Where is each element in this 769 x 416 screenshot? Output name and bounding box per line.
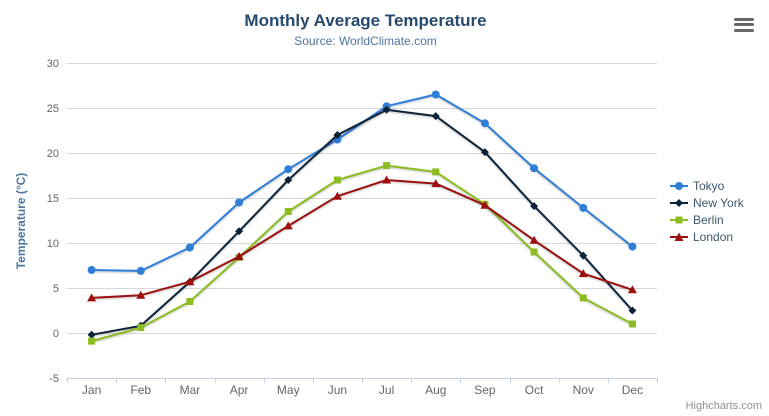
legend: Tokyo New York Berlin London	[670, 177, 744, 245]
data-point[interactable]	[432, 168, 440, 176]
data-point[interactable]	[382, 105, 391, 114]
data-point[interactable]	[530, 202, 539, 211]
triangle-marker-icon	[670, 232, 688, 241]
diamond-marker-icon	[670, 198, 688, 207]
data-point[interactable]	[283, 221, 293, 230]
data-point[interactable]	[136, 266, 145, 275]
data-point[interactable]	[88, 337, 96, 345]
data-point[interactable]	[87, 330, 96, 339]
x-axis-label: Aug	[425, 383, 446, 397]
legend-item-tokyo[interactable]: Tokyo	[670, 177, 744, 194]
legend-label: Berlin	[693, 212, 724, 227]
data-point[interactable]	[431, 112, 440, 121]
hamburger-icon	[733, 17, 755, 32]
data-point[interactable]	[383, 162, 391, 170]
data-point[interactable]	[431, 179, 441, 188]
y-axis-title: Temperature (°C)	[14, 172, 28, 270]
x-axis-label: Jun	[328, 383, 347, 397]
data-point[interactable]	[382, 175, 392, 184]
series-line-berlin	[90, 164, 634, 343]
square-marker-icon	[670, 216, 688, 223]
x-axis-label: Sep	[474, 383, 496, 397]
y-axis-label: 0	[53, 328, 59, 340]
y-axis-label: -5	[49, 373, 59, 385]
data-point[interactable]	[579, 294, 587, 302]
data-point[interactable]	[628, 242, 637, 251]
legend-label: London	[693, 229, 734, 244]
legend-label: Tokyo	[693, 178, 725, 193]
series-line-tokyo	[90, 93, 634, 272]
legend-label: New York	[693, 195, 744, 210]
data-point[interactable]	[136, 290, 146, 299]
data-point[interactable]	[333, 176, 341, 184]
data-point[interactable]	[579, 203, 588, 212]
chart-subtitle: Source: WorldClimate.com	[294, 34, 437, 48]
data-point[interactable]	[234, 252, 244, 260]
x-axis-label: May	[277, 383, 300, 397]
data-point[interactable]	[87, 293, 97, 302]
data-point[interactable]	[480, 200, 490, 209]
data-point[interactable]	[137, 324, 145, 332]
data-point[interactable]	[284, 208, 292, 215]
data-point[interactable]	[578, 269, 588, 278]
data-point[interactable]	[87, 266, 96, 274]
data-point[interactable]	[186, 298, 194, 305]
data-point[interactable]	[185, 243, 194, 252]
series-line-london	[90, 179, 634, 299]
data-point[interactable]	[627, 285, 637, 294]
data-point[interactable]	[480, 119, 489, 128]
data-point[interactable]	[628, 320, 636, 328]
x-axis-label: Dec	[622, 383, 643, 397]
legend-item-london[interactable]: London	[670, 228, 744, 245]
data-point[interactable]	[431, 90, 440, 99]
data-point[interactable]	[235, 227, 244, 236]
y-axis-label: 25	[47, 103, 59, 115]
credits-link[interactable]: Highcharts.com	[685, 400, 762, 412]
data-point[interactable]	[332, 191, 342, 200]
export-menu-button[interactable]	[731, 13, 757, 35]
chart-title: Monthly Average Temperature	[244, 11, 487, 30]
data-point[interactable]	[480, 148, 489, 157]
x-axis-label: Feb	[130, 383, 151, 397]
x-axis-label: Oct	[525, 383, 544, 397]
data-point[interactable]	[235, 198, 244, 207]
legend-item-new-york[interactable]: New York	[670, 194, 744, 211]
data-point[interactable]	[628, 306, 637, 315]
x-axis-label: Mar	[180, 383, 201, 397]
data-point[interactable]	[333, 131, 342, 139]
data-point[interactable]	[529, 235, 539, 244]
y-axis-label: 30	[47, 58, 59, 70]
circle-marker-icon	[670, 181, 688, 190]
x-axis-label: Jan	[82, 383, 101, 397]
y-axis-label: 15	[47, 193, 59, 205]
data-point[interactable]	[530, 248, 538, 256]
data-point[interactable]	[284, 165, 293, 174]
x-axis-label: Apr	[230, 383, 249, 397]
data-point[interactable]	[185, 277, 195, 286]
x-axis-label: Nov	[573, 383, 594, 397]
x-axis-label: Jul	[379, 383, 394, 397]
series-line-new-york	[90, 108, 634, 336]
y-axis-label: 10	[47, 238, 59, 250]
legend-item-berlin[interactable]: Berlin	[670, 211, 744, 228]
y-axis-label: 20	[47, 148, 59, 160]
data-point[interactable]	[284, 176, 293, 184]
y-axis-label: 5	[53, 283, 59, 295]
data-point[interactable]	[579, 251, 588, 260]
data-point[interactable]	[530, 164, 539, 173]
